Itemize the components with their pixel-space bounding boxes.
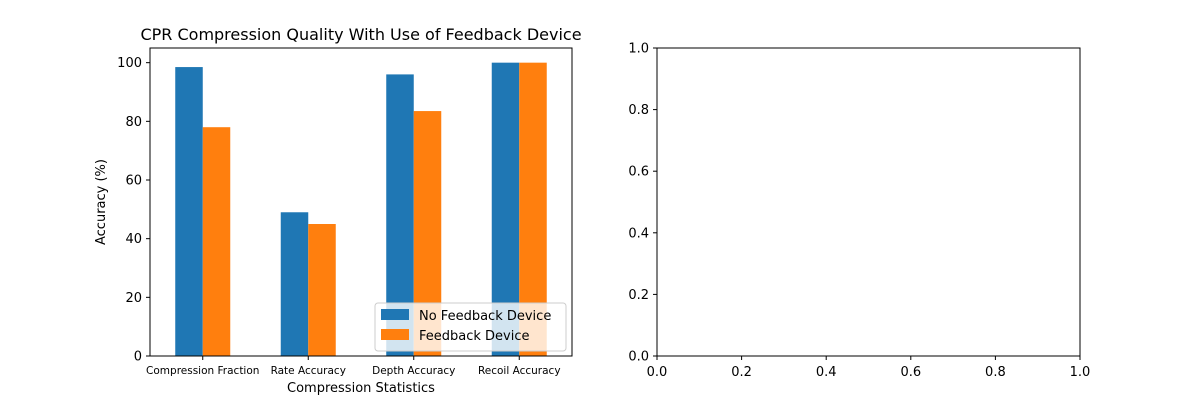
y-tick-label: 1.0 [628,42,649,57]
x-tick-label: 0.2 [731,365,752,380]
legend-label-feedback: Feedback Device [419,329,530,344]
x-axis: Compression Fraction Rate Accuracy Depth A… [146,356,561,377]
legend-box [374,302,567,352]
bar-chart: CPR Compression Quality With Use of Feed… [94,25,582,396]
x-tick-label: 1.0 [1070,365,1091,380]
legend: No Feedback Device Feedback Device [374,302,567,352]
y-tick-label: 80 [125,115,142,130]
x-tick-label: 0.8 [985,365,1006,380]
legend-swatch-no-feedback [381,309,409,320]
y-tick-label: 100 [117,56,142,71]
y-tick-label: 0.2 [628,288,649,303]
y-tick-label: 20 [125,291,142,306]
chart-title: CPR Compression Quality With Use of Feed… [140,25,581,44]
bar [175,67,203,357]
x-tick-label: 0.0 [647,365,668,380]
plot-frame [149,47,573,357]
x-tick-label: Compression Fraction [146,365,259,377]
x-tick-label: 0.6 [900,365,921,380]
bar [280,212,309,356]
y-tick-label: 60 [125,174,142,189]
empty-chart: 0.0 0.2 0.4 0.6 0.8 1.0 0.0 0.2 0.4 0.6 0.8 1.0 [628,42,1090,381]
x-axis-label: Compression Statistics [287,381,435,396]
bar [308,224,336,356]
bar [202,127,231,356]
x-tick-label: Rate Accuracy [271,365,346,377]
y-tick-label: 0.0 [628,350,649,365]
y-tick-label: 0 [134,350,142,365]
legend-swatch-feedback [381,329,409,340]
x-tick-label: Depth Accuracy [372,365,455,377]
y-axis: 0 20 40 60 80 100 [117,56,150,365]
plot-frame [656,47,1081,357]
y-tick-label: 0.4 [628,226,649,241]
y-tick-label: 0.8 [628,103,649,118]
legend-label-no-feedback: No Feedback Device [419,309,551,324]
y-axis: 0.0 0.2 0.4 0.6 0.8 1.0 [628,42,657,365]
y-axis-label: Accuracy (%) [94,159,109,245]
x-axis: 0.0 0.2 0.4 0.6 0.8 1.0 [647,356,1091,380]
y-tick-label: 40 [125,232,142,247]
x-tick-label: 0.4 [816,365,837,380]
y-tick-label: 0.6 [628,165,649,180]
x-tick-label: Recoil Accuracy [478,365,561,377]
